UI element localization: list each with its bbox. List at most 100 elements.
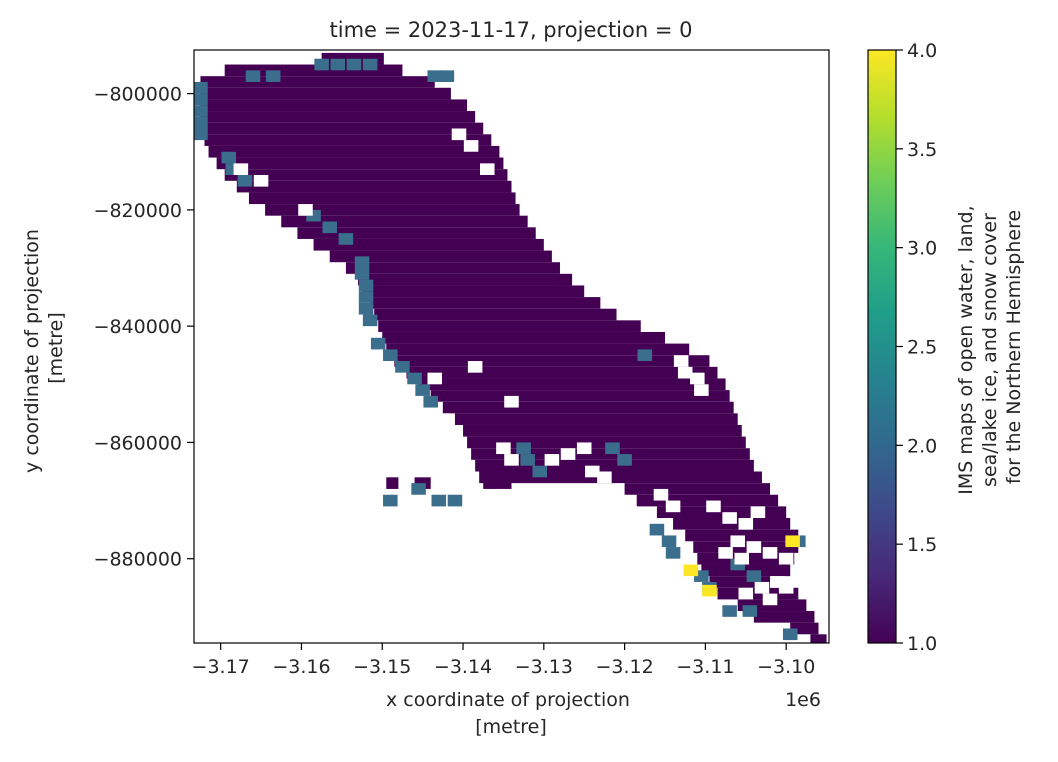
heatmap-band-value-1 xyxy=(297,227,536,239)
y-tick-label: −840000 xyxy=(94,316,182,338)
heatmap-cell-value-2 xyxy=(605,442,620,455)
y-tick-label: −820000 xyxy=(94,200,182,222)
heatmap-band-value-1 xyxy=(224,169,508,181)
heatmap-cell-value-2 xyxy=(346,58,362,71)
heatmap-cell-value-2 xyxy=(237,174,253,187)
heatmap-band-value-1 xyxy=(265,204,520,216)
heatmap-cell-value-2 xyxy=(194,128,208,141)
colorbar-tick-label: 2.5 xyxy=(907,337,937,359)
heatmap-cell-nodata xyxy=(576,442,592,455)
heatmap-cell-value-2 xyxy=(427,70,443,82)
colorbar-gradient xyxy=(868,50,896,643)
heatmap-cell-value-2 xyxy=(330,58,346,71)
heatmap-cell-nodata xyxy=(427,372,443,385)
heatmap-cell-value-2 xyxy=(314,58,329,71)
heatmap-band-value-1 xyxy=(236,180,512,193)
heatmap-cell-value-2 xyxy=(447,494,463,507)
heatmap-cell-value-2 xyxy=(383,349,398,362)
heatmap-cell-value-2 xyxy=(532,465,548,478)
x-axis-label-line-2: [metre] xyxy=(475,716,547,738)
heatmap-cell-value-2 xyxy=(362,314,378,327)
heatmap-cell-value-2 xyxy=(194,81,208,94)
heatmap-band-value-1 xyxy=(454,413,738,425)
heatmap-cell-nodata xyxy=(778,581,794,594)
heatmap-band-value-1 xyxy=(378,320,641,332)
y-axis: −800000 −820000 −840000 −860000 −880000 xyxy=(94,84,194,571)
heatmap-band-value-1 xyxy=(685,529,799,542)
heatmap-band-value-1 xyxy=(200,111,476,123)
heatmap-cell-nodata xyxy=(585,465,600,478)
heatmap-cell-value-2 xyxy=(358,279,374,292)
heatmap-cell-value-2 xyxy=(194,105,208,117)
colorbar-tick-label: 3.5 xyxy=(907,139,937,161)
heatmap-band-value-1 xyxy=(479,471,762,484)
heatmap-cell-nodata xyxy=(597,471,612,484)
heatmap-band-value-1 xyxy=(200,87,451,100)
colorbar-tick-label: 4.0 xyxy=(907,40,937,62)
x-axis-label-line-1: x coordinate of projection xyxy=(386,689,630,711)
heatmap-band-value-1 xyxy=(418,378,726,391)
heatmap-cell-nodata xyxy=(653,488,669,501)
heatmap-cell-nodata xyxy=(504,454,519,466)
y-tick-label: −860000 xyxy=(94,432,182,454)
heatmap-cell-nodata xyxy=(730,535,745,548)
heatmap-cell-value-2 xyxy=(306,209,321,222)
heatmap-cell-nodata xyxy=(463,140,479,152)
heatmap-cell-nodata xyxy=(762,593,778,606)
heatmap-cell-value-2 xyxy=(411,483,426,495)
heatmap-band-value-1 xyxy=(362,285,585,298)
heatmap-cell-value-2 xyxy=(439,70,455,82)
heatmap-cell-value-2 xyxy=(225,163,241,175)
y-tick-label: −880000 xyxy=(94,549,182,571)
heatmap-cell-nodata xyxy=(298,204,313,216)
heatmap-band-value-1 xyxy=(790,622,819,635)
heatmap-cell-nodata xyxy=(411,436,426,449)
heatmap-cell-value-2 xyxy=(694,570,709,582)
heatmap-band-value-1 xyxy=(281,215,528,228)
heatmap-cell-nodata xyxy=(750,506,766,519)
heatmap-cell-value-2 xyxy=(431,494,447,507)
heatmap-cell-nodata xyxy=(233,163,249,175)
colorbar-label-line-1: IMS maps of open water, land, xyxy=(955,205,977,494)
heatmap-cell-nodata xyxy=(738,518,754,530)
x-tick-label: −3.12 xyxy=(595,656,653,678)
heatmap-cell-value-2 xyxy=(520,454,535,466)
heatmap-cell-nodata xyxy=(738,587,754,600)
heatmap-cell-nodata xyxy=(447,448,463,460)
heatmap-cell-nodata xyxy=(762,547,778,559)
heatmap-block-value-1 xyxy=(519,465,544,478)
heatmap-band-value-1 xyxy=(313,238,544,251)
plot-frame xyxy=(193,49,830,644)
heatmap-cell-nodata xyxy=(770,576,786,588)
heatmap-cell-nodata xyxy=(467,361,483,373)
x-axis: −3.17 −3.16 −3.15 −3.14 −3.13 −3.12 −3.11 −3.10 xyxy=(192,643,815,678)
heatmap-cell-value-2 xyxy=(358,291,374,303)
heatmap-cell-nodata xyxy=(694,384,709,396)
x-tick-label: −3.11 xyxy=(676,656,734,678)
heatmap-cell-nodata xyxy=(778,552,794,565)
x-tick-label: −3.17 xyxy=(192,656,250,678)
heatmap-band-value-1 xyxy=(442,401,734,414)
colorbar-tick-label: 1.0 xyxy=(907,633,937,655)
heatmap-cell-value-2 xyxy=(407,372,422,385)
heatmap-band-value-1 xyxy=(406,366,718,379)
y-tick-label: −800000 xyxy=(94,84,182,106)
colorbar-label-line-2: sea/lake ice, and snow cover xyxy=(979,213,1001,487)
heatmap-cell-nodata xyxy=(504,395,519,408)
heatmap-cell-value-4 xyxy=(683,564,699,577)
x-axis-label: x coordinate of projection [metre] xyxy=(386,689,636,738)
chart-title: time = 2023-11-17, projection = 0 xyxy=(330,18,693,42)
heatmap-cell-value-2 xyxy=(265,70,281,82)
heatmap-cell-value-2 xyxy=(722,605,737,617)
y-axis-label-line-1: y coordinate of projection xyxy=(21,229,43,473)
heatmap-cell-value-2 xyxy=(395,361,410,373)
heatmap-band-value-1 xyxy=(208,145,500,158)
heatmap-band-value-1 xyxy=(200,76,435,88)
heatmap-cell-nodata xyxy=(459,459,475,472)
heatmap-cell-nodata xyxy=(754,581,770,594)
colorbar-label-line-3: for the Northern Hemisphere xyxy=(1003,210,1025,484)
heatmap-cell-nodata xyxy=(451,128,467,141)
heatmap-cell-nodata xyxy=(435,413,451,425)
heatmap-cell-value-2 xyxy=(194,93,208,106)
